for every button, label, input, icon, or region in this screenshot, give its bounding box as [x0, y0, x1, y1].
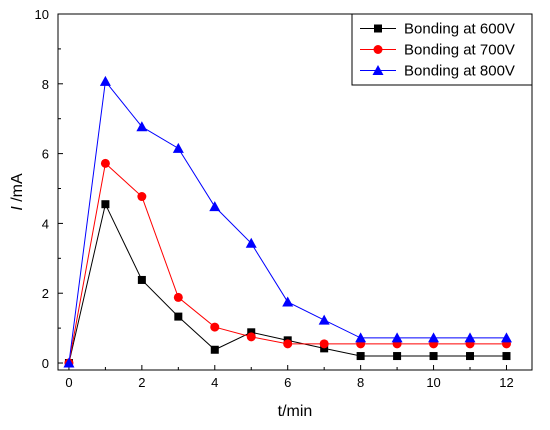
legend: Bonding at 600V Bonding at 700V Bonding at… [351, 13, 533, 86]
data-point [136, 121, 148, 132]
data-point [173, 292, 183, 302]
y-tick-label: 6 [42, 147, 49, 162]
data-point [355, 332, 367, 343]
x-tick-label: 8 [357, 375, 364, 390]
plot-layer [57, 13, 533, 371]
legend-item: Bonding at 600V [360, 21, 515, 38]
data-point [210, 345, 219, 354]
data-point [209, 201, 221, 212]
x-tick-label: 6 [284, 375, 291, 390]
data-point [391, 332, 403, 343]
legend-marker [373, 45, 383, 54]
data-point [500, 332, 512, 343]
y-tick-label: 10 [35, 7, 49, 22]
data-point [100, 158, 110, 168]
data-point [318, 314, 330, 325]
series-layer [63, 75, 512, 368]
legend-item: Bonding at 800V [360, 63, 515, 80]
series-3 [63, 75, 512, 368]
x-tick-label: 0 [65, 375, 72, 390]
data-point [210, 322, 220, 332]
y-tick-label: 8 [42, 77, 49, 92]
data-point [247, 328, 256, 337]
x-tick-label: 4 [211, 375, 218, 390]
data-point [319, 339, 329, 349]
legend-marker [374, 24, 382, 33]
data-point [101, 200, 110, 209]
data-point [246, 332, 256, 342]
y-axis-title: I /mA [9, 173, 26, 211]
series-line [68, 162, 507, 364]
data-point [429, 352, 438, 361]
x-tick-label: 2 [138, 375, 145, 390]
legend-marker [372, 65, 384, 75]
data-point [137, 192, 147, 202]
data-point [172, 142, 184, 153]
x-tick-label: 12 [499, 375, 513, 390]
y-axis-title-unit: /mA [9, 173, 26, 206]
y-axis-title-symbol: I [9, 206, 26, 211]
x-axis-title: t/min [278, 403, 313, 420]
legend-label: Bonding at 700V [404, 42, 515, 59]
data-point [99, 75, 111, 86]
series-line [68, 80, 507, 364]
data-point [502, 352, 511, 361]
y-tick-label: 2 [42, 286, 49, 301]
y-tick-label: 0 [42, 356, 49, 371]
data-point [393, 352, 402, 361]
data-point [282, 296, 294, 307]
data-point [283, 339, 293, 349]
data-point [356, 352, 365, 361]
axes-layer: 0 2 4 6 8 10 12 0 2 4 6 8 10 [35, 7, 514, 390]
data-point [63, 357, 75, 368]
x-tick-label: 10 [426, 375, 440, 390]
data-point [466, 352, 475, 361]
data-point [464, 332, 476, 343]
series-2 [64, 158, 511, 368]
plot-frame [57, 13, 533, 371]
data-point [245, 237, 257, 248]
data-point [174, 312, 183, 321]
data-point [137, 275, 146, 284]
legend-label: Bonding at 800V [404, 63, 515, 80]
legend-item: Bonding at 700V [360, 42, 515, 59]
data-point [320, 344, 329, 353]
data-point [428, 332, 440, 343]
y-tick-label: 4 [42, 216, 49, 231]
legend-label: Bonding at 600V [404, 21, 515, 38]
